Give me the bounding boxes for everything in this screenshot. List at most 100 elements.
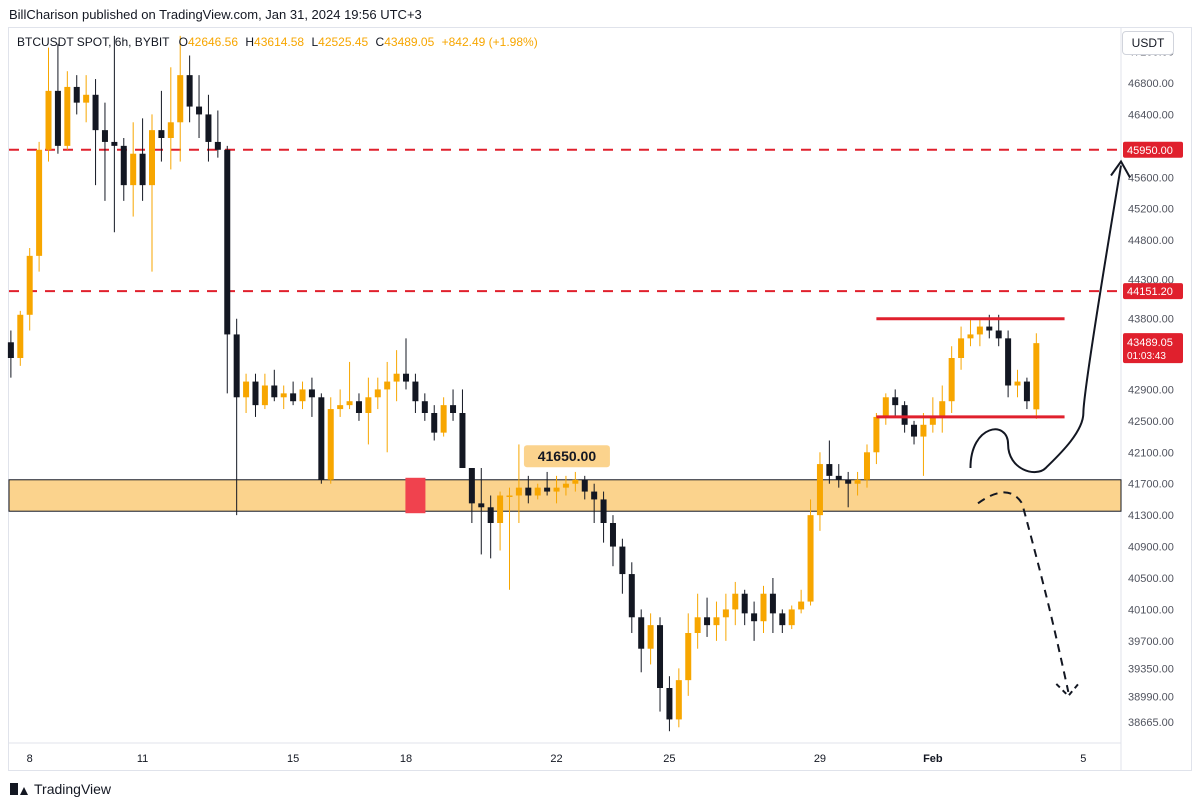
candle-body-5 <box>54 90 61 146</box>
x-tick-8: 5 <box>1080 753 1086 765</box>
candle-body-7 <box>73 86 80 103</box>
y-tick-17: 39700.00 <box>1128 636 1174 648</box>
candle-body-87 <box>826 464 833 476</box>
candle-body-9 <box>92 94 99 131</box>
y-tick-8: 43800.00 <box>1128 314 1174 326</box>
candle-body-85 <box>807 515 814 602</box>
candle-body-17 <box>167 122 174 138</box>
candle-body-54 <box>515 487 522 496</box>
candle-body-28 <box>271 385 278 398</box>
footer-brand-label: TradingView <box>34 781 112 797</box>
candle-body-72 <box>685 633 692 681</box>
candle-body-97 <box>920 424 927 437</box>
candle-body-102 <box>967 334 974 339</box>
legend-open-label: O <box>178 35 188 49</box>
candle-body-76 <box>722 609 729 618</box>
candle-body-19 <box>186 75 193 107</box>
y-tick-15: 40500.00 <box>1128 573 1174 585</box>
candle-body-47 <box>450 405 457 413</box>
candle-body-51 <box>487 507 494 523</box>
candle-body-60 <box>572 479 579 484</box>
candle-body-92 <box>873 416 880 453</box>
candle-body-105 <box>995 330 1002 339</box>
y-tick-11: 42100.00 <box>1128 447 1174 459</box>
y-tick-13: 41300.00 <box>1128 510 1174 522</box>
candle-body-37 <box>355 401 362 413</box>
candle-body-81 <box>769 593 776 614</box>
y-tick-14: 40900.00 <box>1128 542 1174 554</box>
candle-body-108 <box>1023 381 1030 402</box>
candle-body-6 <box>64 86 71 146</box>
candle-body-79 <box>751 613 758 622</box>
candle-body-94 <box>892 397 899 406</box>
candle-body-99 <box>939 401 946 417</box>
candle-body-3 <box>36 149 43 256</box>
candle-body-24 <box>233 334 240 398</box>
legend-low-label: L <box>311 35 319 49</box>
candle-body-18 <box>177 75 184 123</box>
candle-body-10 <box>101 130 108 142</box>
currency-button[interactable]: USDT <box>1122 31 1174 55</box>
projection-up-path <box>969 165 1122 473</box>
candle-body-21 <box>205 114 212 142</box>
candle-body-73 <box>694 617 701 633</box>
candle-body-57 <box>544 487 551 492</box>
candle-body-42 <box>403 373 410 382</box>
last-price-label: 43489.05 <box>1127 337 1173 349</box>
x-tick-4: 22 <box>550 753 562 765</box>
last-price-countdown: 01:03:43 <box>1127 351 1166 362</box>
candle-body-46 <box>440 405 447 433</box>
candle-body-48 <box>459 413 466 468</box>
candle-body-29 <box>280 393 287 398</box>
y-tick-12: 41700.00 <box>1128 479 1174 491</box>
candle-body-106 <box>1005 338 1012 386</box>
candle-body-88 <box>835 475 842 480</box>
candle-body-95 <box>901 405 908 425</box>
candle-body-49 <box>468 468 475 504</box>
y-tick-20: 38665.00 <box>1128 717 1174 729</box>
level-tag-0 <box>1123 141 1183 158</box>
y-tick-9: 42900.00 <box>1128 384 1174 396</box>
publisher-caption: BillCharison published on TradingView.co… <box>9 7 422 22</box>
candle-body-27 <box>261 385 268 406</box>
candle-body-52 <box>497 495 504 523</box>
candle-body-43 <box>412 381 419 402</box>
price-annotation-box-0 <box>523 445 610 468</box>
candle-body-33 <box>318 397 325 480</box>
candle-body-34 <box>327 409 334 480</box>
candle-body-67 <box>638 617 645 649</box>
candle-body-35 <box>337 405 344 410</box>
projection-down-path <box>977 491 1070 693</box>
candle-body-39 <box>374 389 381 398</box>
level-tag-1 <box>1123 283 1183 300</box>
legend-symbol[interactable]: BTCUSDT SPOT, 6h, BYBIT <box>17 35 170 49</box>
candle-body-68 <box>647 625 654 649</box>
y-tick-2: 46400.00 <box>1128 109 1174 121</box>
y-tick-16: 40100.00 <box>1128 604 1174 616</box>
candle-body-78 <box>741 593 748 614</box>
candle-body-41 <box>393 373 400 382</box>
candle-body-71 <box>675 680 682 720</box>
candle-body-45 <box>431 413 438 433</box>
candle-body-83 <box>788 609 795 626</box>
chart-frame <box>8 27 1192 771</box>
candle-body-20 <box>196 106 203 115</box>
candle-body-86 <box>816 464 823 516</box>
candle-body-80 <box>760 593 767 622</box>
candle-body-66 <box>628 574 635 618</box>
candle-body-61 <box>581 479 588 492</box>
candle-body-8 <box>83 94 90 103</box>
candle-body-104 <box>986 326 993 331</box>
y-tick-18: 39350.00 <box>1128 663 1174 675</box>
legend-high: 43614.58 <box>254 35 305 49</box>
candle-body-26 <box>252 381 259 406</box>
candle-body-64 <box>609 523 616 547</box>
candle-body-107 <box>1014 381 1021 386</box>
y-tick-5: 45200.00 <box>1128 204 1174 216</box>
footer-brand[interactable]: TradingView <box>10 781 111 797</box>
legend-high-label: H <box>245 35 255 49</box>
candle-body-36 <box>346 401 353 406</box>
candle-body-30 <box>290 393 297 402</box>
candle-body-65 <box>619 546 626 575</box>
